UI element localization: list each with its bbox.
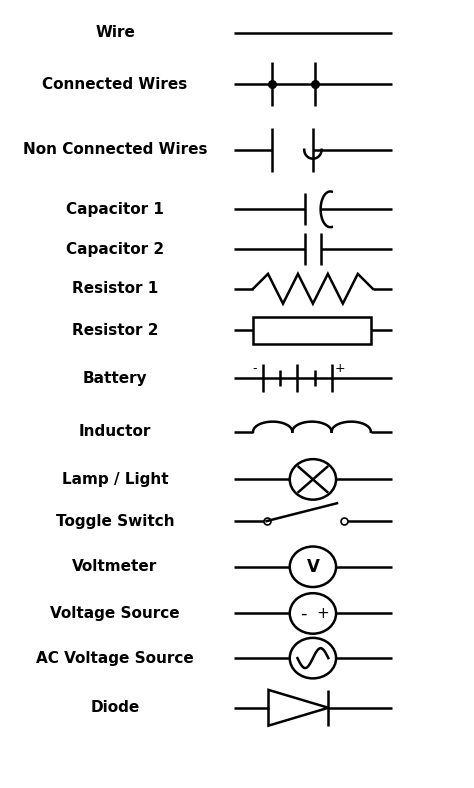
Text: -: - [300,604,307,623]
Text: Resistor 1: Resistor 1 [72,281,158,296]
Text: +: + [316,606,329,621]
Text: V: V [307,558,319,576]
Text: Wire: Wire [95,25,135,40]
Text: Voltage Source: Voltage Source [50,606,180,621]
Text: +: + [335,362,345,374]
Text: Inductor: Inductor [79,424,151,439]
Text: Toggle Switch: Toggle Switch [56,514,174,529]
Text: Resistor 2: Resistor 2 [72,323,158,338]
Text: Capacitor 1: Capacitor 1 [66,202,164,217]
Text: AC Voltage Source: AC Voltage Source [36,651,194,666]
Text: Connected Wires: Connected Wires [42,76,188,91]
Text: Non Connected Wires: Non Connected Wires [23,143,207,158]
Text: Battery: Battery [82,370,147,385]
Text: Lamp / Light: Lamp / Light [62,472,168,487]
Text: Diode: Diode [91,701,140,716]
Text: -: - [253,362,257,374]
Text: Capacitor 2: Capacitor 2 [66,242,164,257]
Text: Voltmeter: Voltmeter [73,559,158,574]
Bar [253,317,371,344]
